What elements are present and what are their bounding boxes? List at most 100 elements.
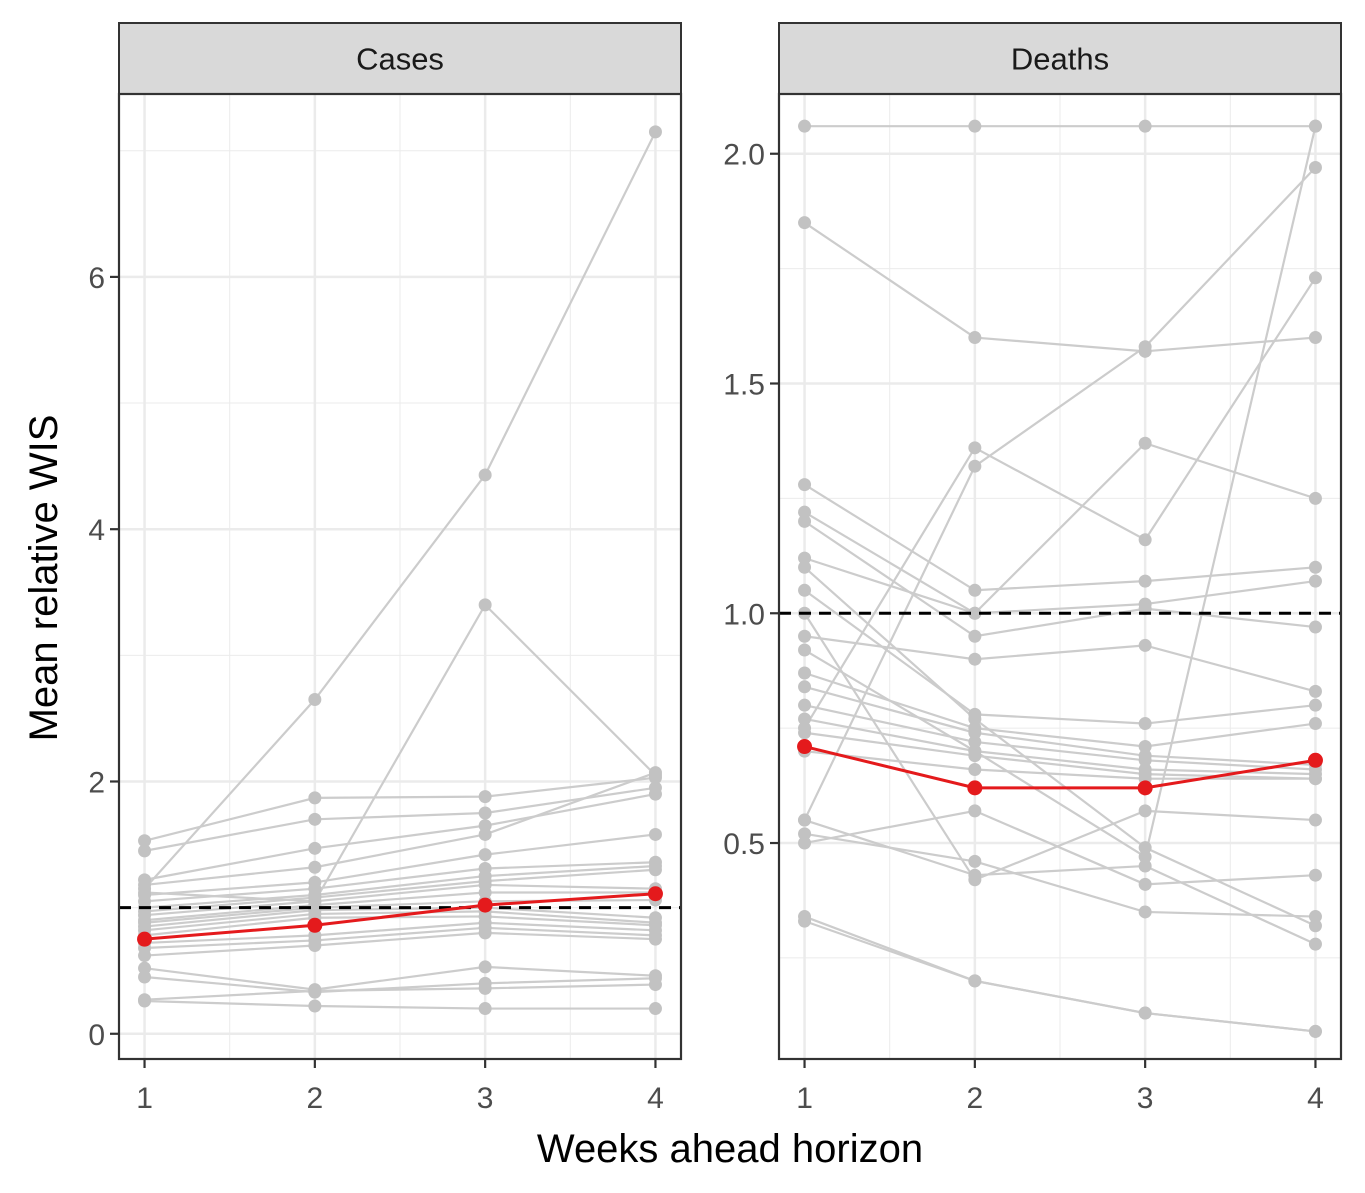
model-line bbox=[143, 131, 657, 890]
y-tick-label: 6 bbox=[88, 262, 105, 295]
model-point bbox=[1308, 161, 1322, 175]
model-point bbox=[798, 478, 812, 492]
y-axis-title: Mean relative WIS bbox=[22, 415, 66, 742]
model-line bbox=[144, 868, 656, 913]
model-point bbox=[798, 583, 812, 597]
model-point bbox=[1308, 919, 1322, 933]
facet-strip-label: Cases bbox=[356, 42, 444, 77]
model-point bbox=[478, 960, 492, 974]
model-point bbox=[1308, 271, 1322, 285]
model-line bbox=[144, 983, 656, 1001]
model-point bbox=[478, 806, 492, 820]
model-point bbox=[1138, 804, 1152, 818]
model-point bbox=[478, 790, 492, 804]
x-tick-label: 1 bbox=[796, 1082, 813, 1115]
model-point bbox=[648, 978, 662, 992]
y-tick-label: 2 bbox=[88, 766, 105, 799]
model-point bbox=[648, 863, 662, 877]
model-point bbox=[798, 836, 812, 850]
model-line bbox=[804, 920, 1316, 1033]
model-line bbox=[144, 861, 656, 903]
model-point bbox=[968, 726, 982, 740]
y-tick-label: 4 bbox=[88, 514, 105, 547]
model-point bbox=[138, 878, 152, 892]
model-point bbox=[1138, 574, 1152, 588]
model-point bbox=[968, 974, 982, 988]
model-line bbox=[804, 671, 1316, 748]
panel-deaths: Deaths 0.5 1.0 1.5 2.0 1 2 3 4 bbox=[723, 22, 1343, 1115]
data-layer bbox=[779, 119, 1341, 1038]
model-point bbox=[1138, 753, 1152, 767]
model-point bbox=[968, 707, 982, 721]
model-point bbox=[1308, 717, 1322, 731]
model-line bbox=[803, 483, 1316, 592]
ensemble-point bbox=[967, 780, 983, 796]
model-point bbox=[138, 994, 152, 1008]
model-point bbox=[1138, 905, 1152, 919]
model-point bbox=[1308, 574, 1322, 588]
model-line bbox=[803, 589, 1316, 725]
model-line bbox=[144, 999, 656, 1010]
model-point bbox=[968, 652, 982, 666]
model-point bbox=[798, 560, 812, 574]
model-point bbox=[648, 827, 662, 841]
model-point bbox=[138, 970, 152, 984]
model-line bbox=[144, 965, 656, 991]
x-tick-label: 2 bbox=[967, 1082, 984, 1115]
model-point bbox=[308, 841, 322, 855]
model-point bbox=[1308, 491, 1322, 505]
model-point bbox=[478, 981, 492, 995]
model-line bbox=[144, 921, 656, 945]
model-line bbox=[144, 975, 656, 994]
model-point bbox=[478, 848, 492, 862]
model-point bbox=[1308, 813, 1322, 827]
model-point bbox=[1138, 740, 1152, 754]
model-point bbox=[1308, 698, 1322, 712]
x-axis-title: Weeks ahead horizon bbox=[537, 1127, 923, 1171]
model-point bbox=[1138, 877, 1152, 891]
model-point bbox=[1308, 868, 1322, 882]
model-point bbox=[1308, 937, 1322, 951]
model-point bbox=[648, 125, 662, 139]
model-point bbox=[648, 766, 662, 780]
model-line bbox=[144, 915, 656, 937]
model-point bbox=[138, 834, 152, 848]
y-tick-label: 0 bbox=[88, 1019, 105, 1052]
model-point bbox=[798, 629, 812, 643]
model-point bbox=[1138, 841, 1152, 855]
model-point bbox=[1138, 638, 1152, 652]
model-point bbox=[1308, 1024, 1322, 1038]
model-point bbox=[798, 726, 812, 740]
model-point bbox=[308, 938, 322, 952]
model-point bbox=[968, 459, 982, 473]
model-point bbox=[798, 643, 812, 657]
model-point bbox=[1138, 533, 1152, 547]
model-line bbox=[803, 520, 1316, 638]
model-point bbox=[968, 868, 982, 882]
model-line bbox=[803, 277, 1317, 729]
model-point bbox=[308, 984, 322, 998]
ensemble-point bbox=[797, 739, 813, 755]
model-point bbox=[308, 692, 322, 706]
panel-border bbox=[117, 92, 683, 1061]
model-point bbox=[478, 598, 492, 612]
model-point bbox=[308, 791, 322, 805]
model-line bbox=[144, 776, 656, 842]
model-point bbox=[798, 666, 812, 680]
model-point bbox=[478, 827, 492, 841]
model-point bbox=[968, 763, 982, 776]
model-line bbox=[144, 891, 656, 922]
model-line bbox=[804, 441, 1316, 615]
facet-strip bbox=[778, 22, 1342, 95]
model-line bbox=[804, 635, 1316, 693]
model-point bbox=[1308, 620, 1322, 634]
model-point bbox=[968, 804, 982, 818]
y-tick-label: 1.5 bbox=[723, 369, 765, 402]
model-line bbox=[804, 731, 1316, 780]
model-point bbox=[1308, 684, 1322, 698]
model-point bbox=[1138, 1006, 1152, 1020]
model-point bbox=[1138, 436, 1152, 450]
model-point bbox=[478, 468, 492, 482]
y-tick-label: 1.0 bbox=[723, 598, 765, 631]
